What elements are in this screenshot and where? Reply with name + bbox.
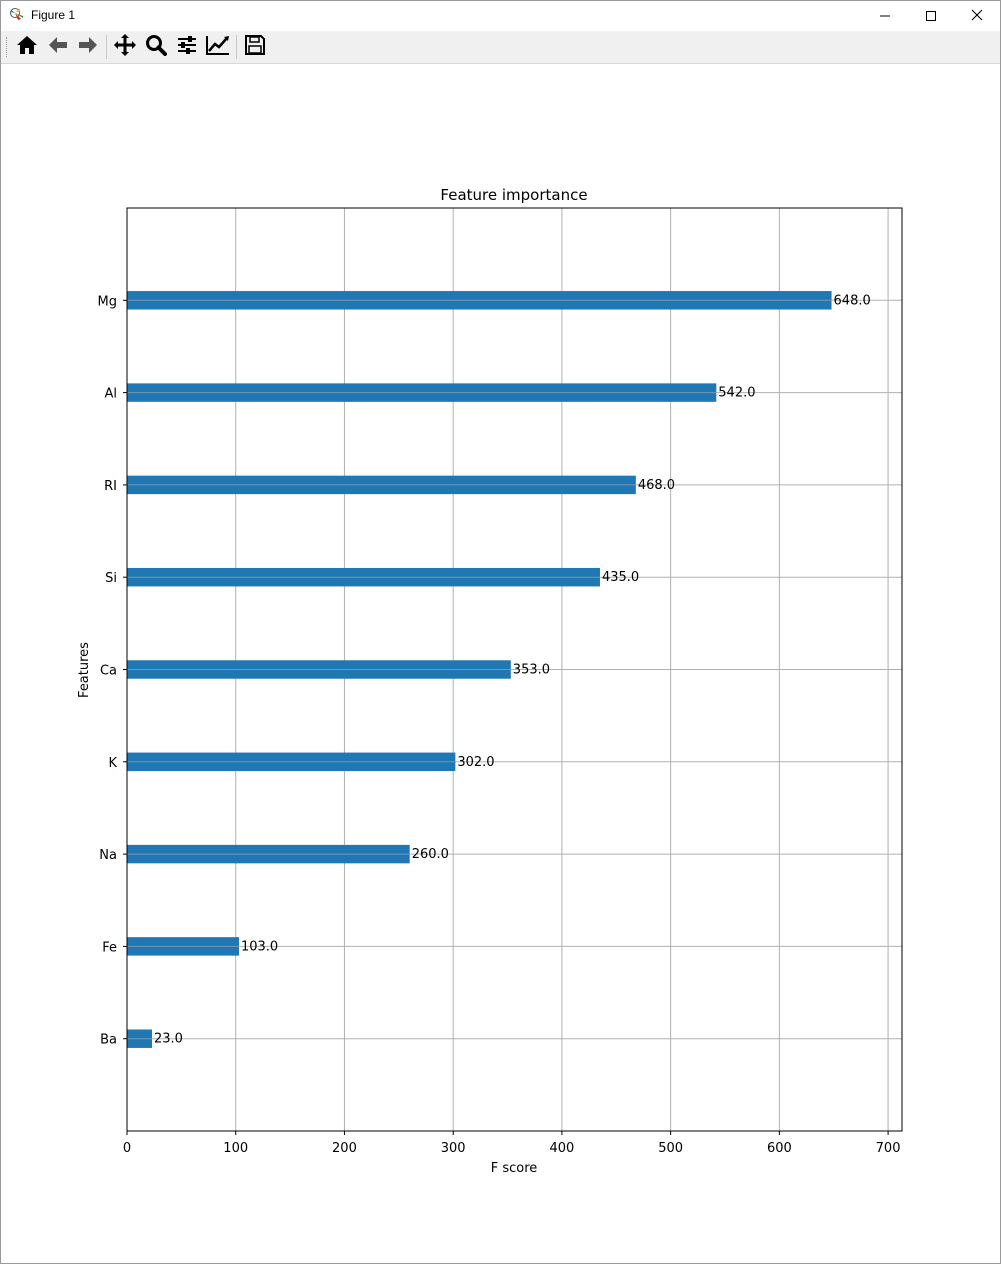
y-tick-label: Mg [98,294,117,309]
save-button[interactable] [241,34,269,60]
minimize-icon [880,6,890,25]
home-icon [16,34,38,60]
figure-canvas[interactable]: Feature importance 23.0 103.0 260.0 302.0 35… [1,64,1000,1263]
x-tick-label: 400 [549,1141,574,1156]
bar-value-label: 23.0 [154,1032,183,1047]
sliders-icon [176,34,198,60]
x-axis-ticks: 0 100 200 300 400 500 600 700 [123,1131,901,1156]
maximize-button[interactable] [908,1,954,29]
bar-value-label: 468.0 [638,478,675,493]
forward-button[interactable] [74,34,102,60]
y-tick-label: K [108,756,117,771]
home-button[interactable] [13,34,41,60]
x-tick-label: 0 [123,1141,131,1156]
matplotlib-icon [9,7,25,23]
value-labels: 23.0 103.0 260.0 302.0 353.0 435.0 468.0 542.0 6… [154,293,871,1046]
y-tick-label: Ba [100,1033,117,1048]
toolbar-separator [106,35,107,59]
pan-button[interactable] [111,34,139,60]
x-tick-label: 500 [658,1141,683,1156]
x-tick-label: 600 [767,1141,792,1156]
y-axis-label: Features [77,642,92,698]
close-icon [971,6,983,25]
x-axis-label: F score [491,1161,538,1176]
arrow-left-icon [47,34,69,60]
x-tick-label: 700 [876,1141,901,1156]
y-axis-ticks: Ba Fe Na K Ca Si RI Al Mg [98,294,127,1048]
bar-value-label: 103.0 [241,939,278,954]
bar-value-label: 542.0 [718,386,755,401]
x-tick-label: 300 [441,1141,466,1156]
move-icon [113,33,137,61]
y-tick-label: Fe [102,940,117,955]
bar-value-label: 648.0 [834,293,871,308]
bar-value-label: 302.0 [457,755,494,770]
chart-area[interactable]: Feature importance 23.0 103.0 260.0 302.0 35… [1,64,1000,1263]
y-tick-label: Ca [100,664,117,679]
line-chart-icon [205,34,231,60]
y-tick-label: RI [104,479,117,494]
close-button[interactable] [954,1,1000,29]
bars [127,291,832,1048]
toolbar-grip[interactable] [6,37,9,57]
title-bar: Figure 1 [1,1,1000,29]
configure-subplots-button[interactable] [173,34,201,60]
edit-axis-button[interactable] [204,34,232,60]
chart-title: Feature importance [440,186,587,204]
window-title: Figure 1 [31,8,76,22]
y-tick-label: Si [105,571,117,586]
floppy-disk-icon [244,34,266,60]
x-tick-label: 100 [223,1141,248,1156]
x-tick-label: 200 [332,1141,357,1156]
toolbar-separator [236,35,237,59]
navigation-toolbar [1,31,1000,64]
maximize-icon [926,6,936,25]
y-tick-label: Al [104,387,117,402]
minimize-button[interactable] [862,1,908,29]
magnifier-icon [145,34,167,60]
y-tick-label: Na [99,848,117,863]
window-controls [862,1,1000,29]
bar-value-label: 260.0 [412,847,449,862]
zoom-button[interactable] [142,34,170,60]
bar-value-label: 435.0 [602,570,639,585]
bar-value-label: 353.0 [513,663,550,678]
arrow-right-icon [77,34,99,60]
back-button[interactable] [44,34,72,60]
